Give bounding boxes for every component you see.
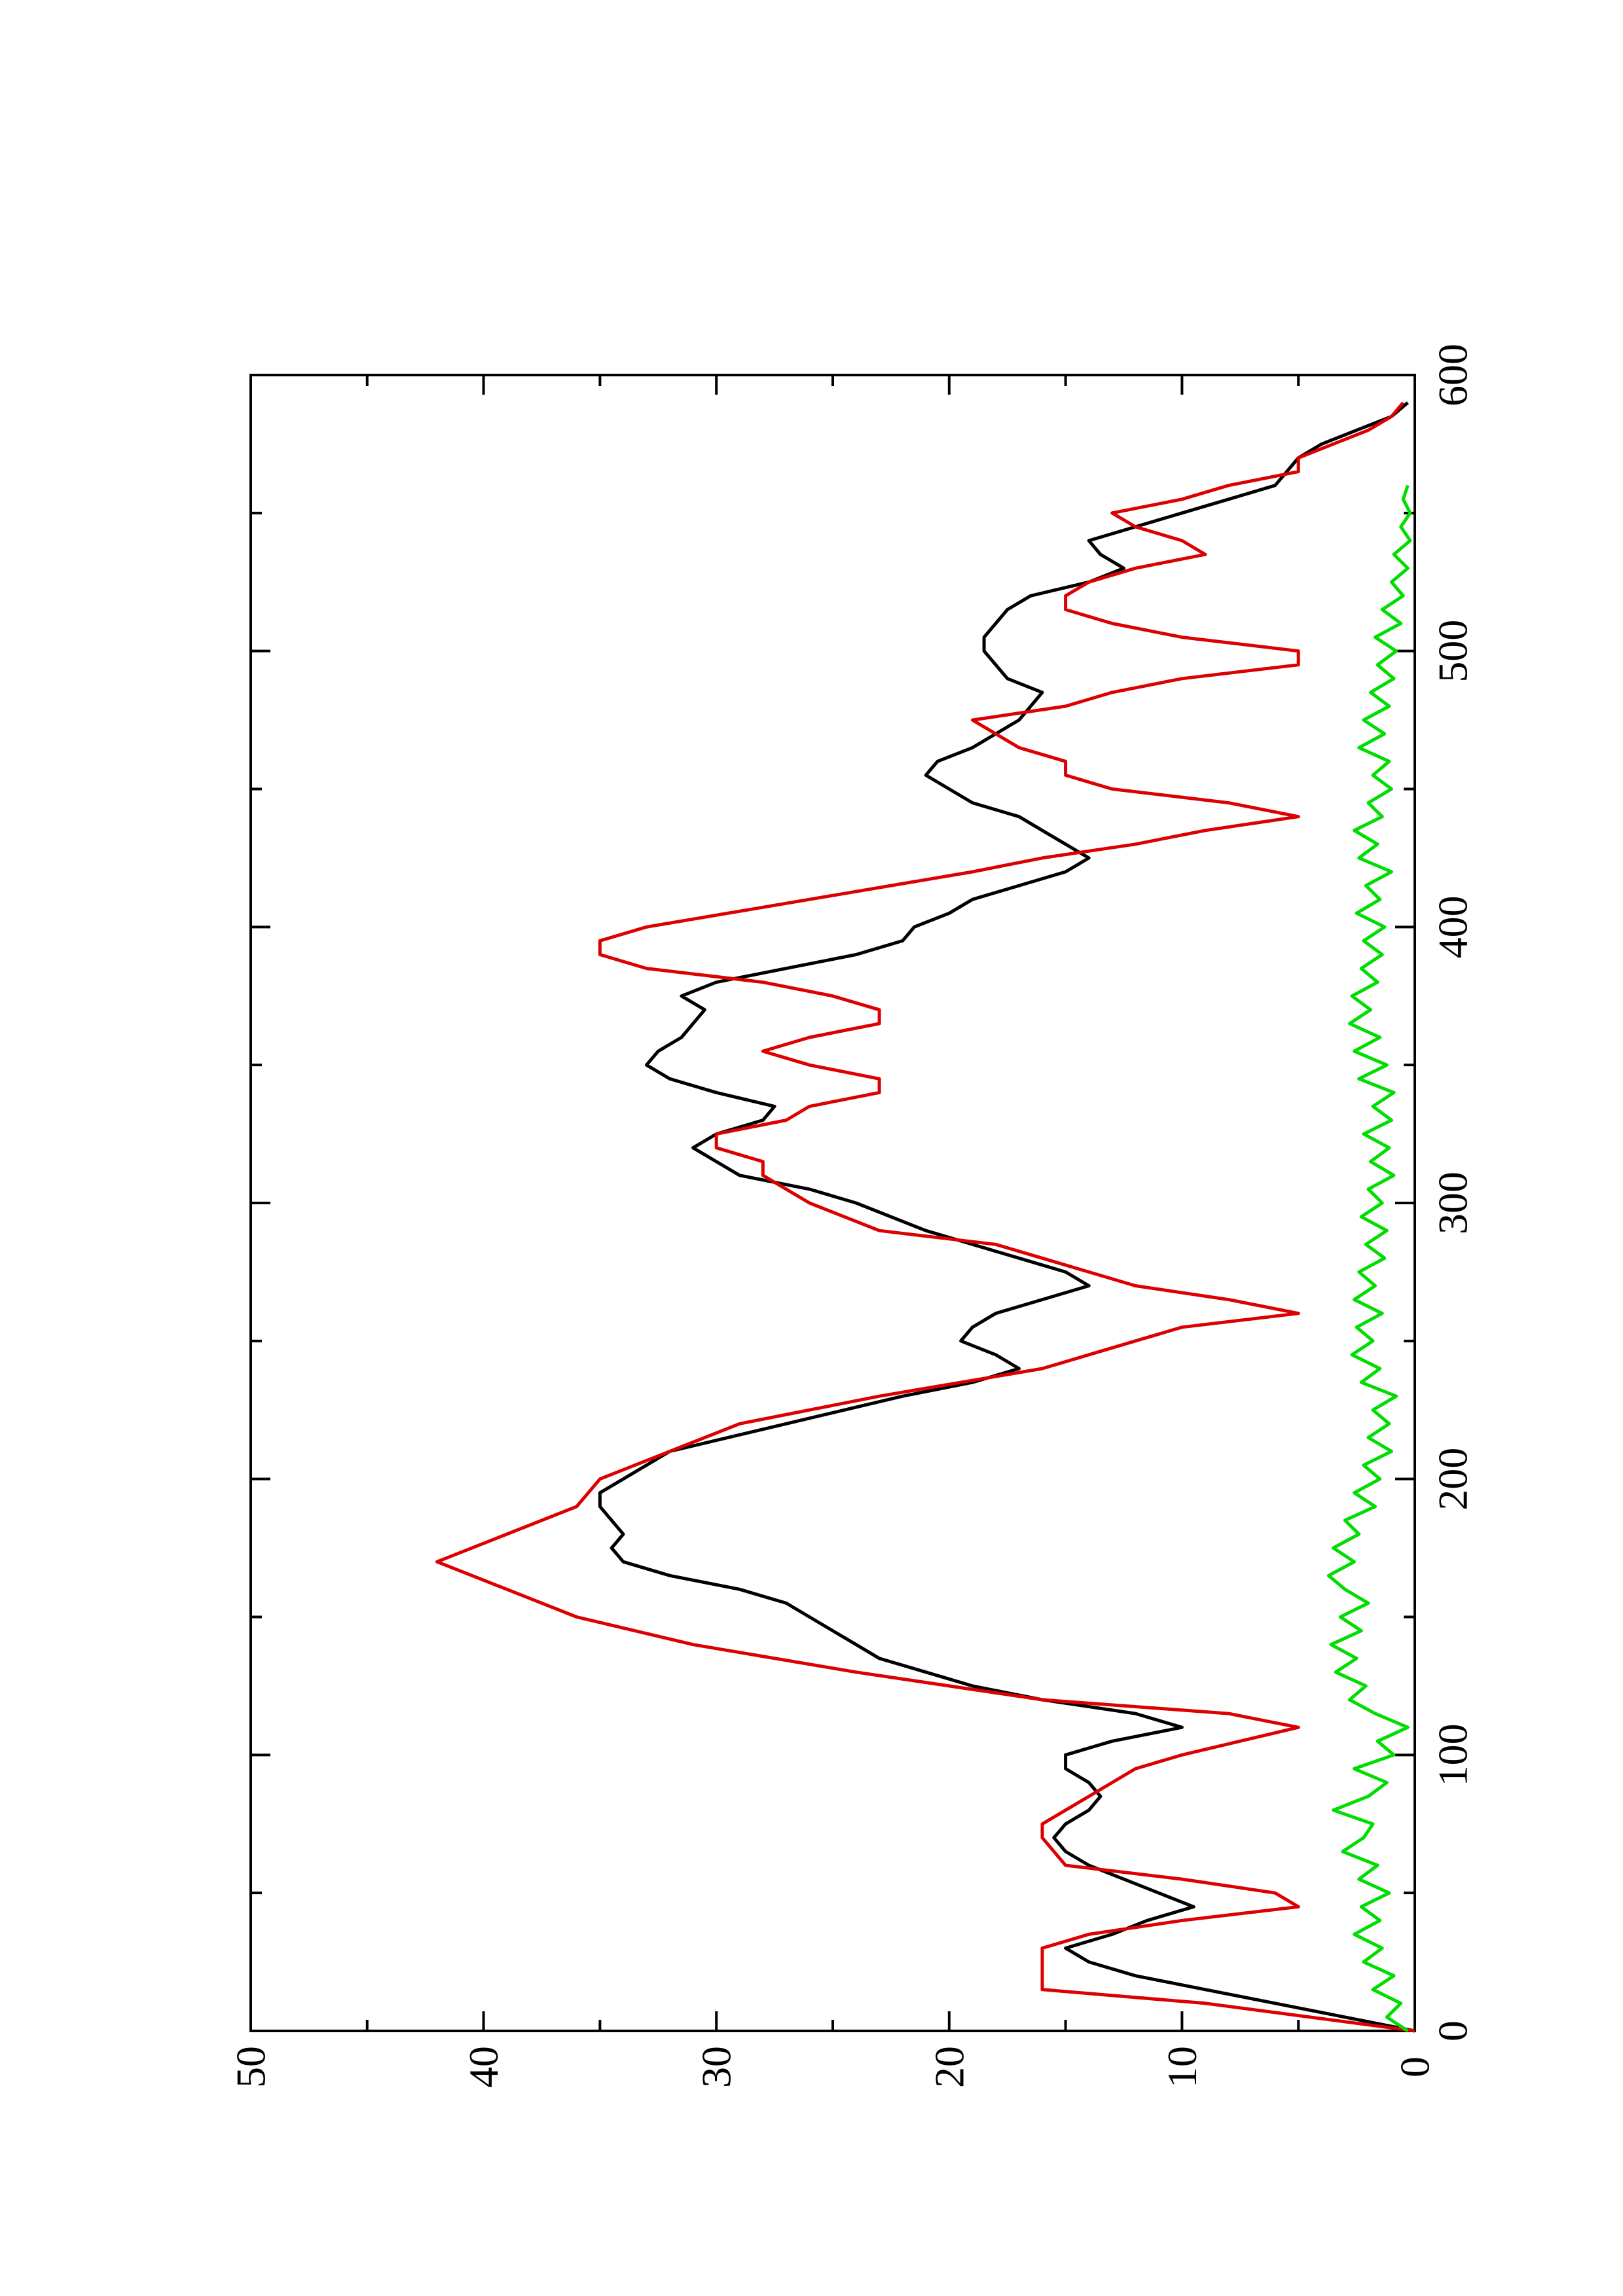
y-tick-label: 10 [1159,2046,1205,2088]
x-tick-label: 400 [1430,895,1476,958]
x-tick-label: 500 [1430,620,1476,683]
x-tick-label: 0 [1430,2020,1476,2041]
x-tick-label: 300 [1430,1172,1476,1234]
x-tick-label: 200 [1430,1448,1476,1511]
y-tick-label: 40 [460,2046,507,2088]
x-tick-label: 100 [1430,1723,1476,1786]
axis-ticks [249,374,1416,2032]
y-tick-label: 50 [228,2046,274,2088]
series-line-red [435,401,1415,2033]
series-line-green [1326,484,1412,2033]
x-tick-label: 600 [1430,344,1476,406]
series-line-black [598,401,1415,2033]
plot-frame [249,374,1416,2032]
y-tick-label: 30 [693,2046,740,2088]
y-tick-label: 0 [1392,2056,1438,2077]
data-series [435,401,1415,2033]
axis-tick-labels: 0 100 200 300 400 500 600 0 10 20 30 40 50 [228,344,1476,2088]
y-tick-label: 20 [926,2046,972,2088]
